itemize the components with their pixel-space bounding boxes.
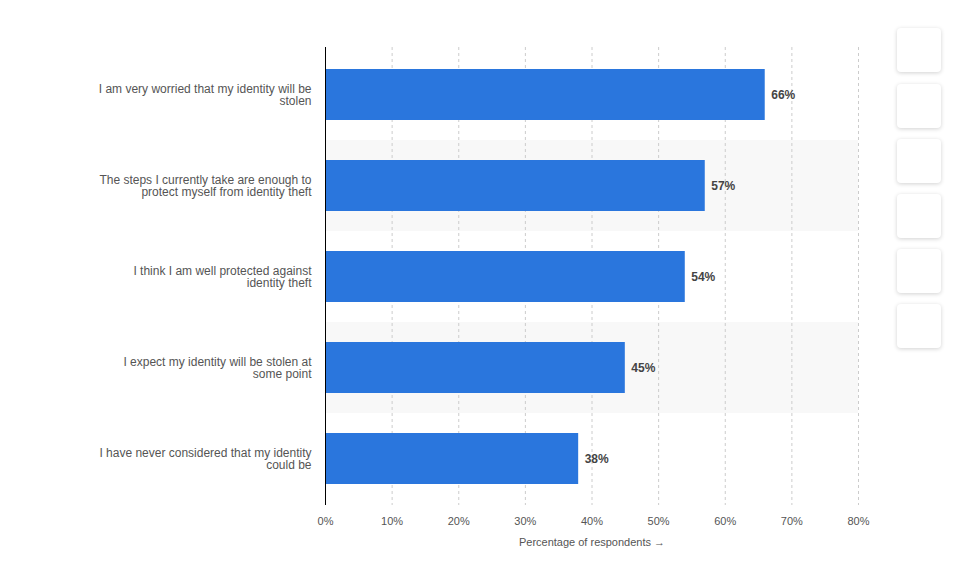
svg-text:57%: 57% (711, 179, 735, 193)
svg-text:The steps I currently take are: The steps I currently take are enough to… (99, 173, 312, 199)
svg-text:I have never considered that m: I have never considered that my identity… (99, 446, 311, 472)
svg-text:70%: 70% (781, 515, 803, 527)
svg-text:66%: 66% (771, 88, 795, 102)
svg-text:10%: 10% (381, 515, 403, 527)
svg-text:45%: 45% (631, 361, 655, 375)
svg-text:Percentage of respondents →: Percentage of respondents → (519, 536, 665, 548)
svg-text:40%: 40% (581, 515, 603, 527)
svg-text:38%: 38% (585, 452, 609, 466)
svg-text:80%: 80% (847, 515, 869, 527)
svg-text:I am very worried that my iden: I am very worried that my identity will … (99, 82, 312, 108)
svg-text:54%: 54% (691, 270, 715, 284)
svg-text:0%: 0% (318, 515, 334, 527)
svg-text:I expect my identity will be s: I expect my identity will be stolen atso… (123, 355, 312, 381)
svg-text:20%: 20% (448, 515, 470, 527)
svg-text:I think I am well protected ag: I think I am well protected againstident… (133, 264, 312, 290)
svg-text:50%: 50% (648, 515, 670, 527)
svg-text:30%: 30% (514, 515, 536, 527)
svg-text:60%: 60% (714, 515, 736, 527)
